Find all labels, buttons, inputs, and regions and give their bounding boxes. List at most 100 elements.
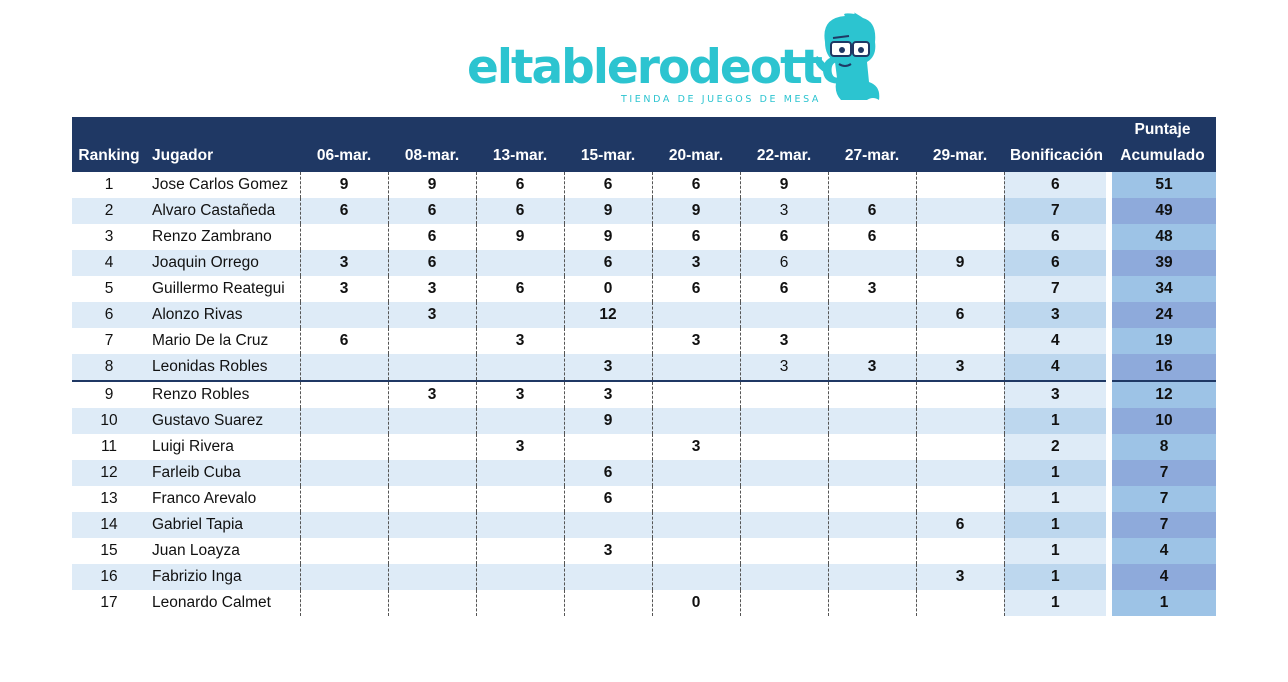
- score-cell: 9: [476, 224, 565, 250]
- score-cell: 6: [916, 512, 1005, 538]
- table-row: 17 Leonardo Calmet 0 1 1: [72, 590, 1216, 616]
- header-date: 22-mar.: [740, 117, 828, 172]
- total-cell: 24: [1106, 302, 1216, 328]
- player-name-cell: Juan Loayza: [152, 542, 240, 559]
- score-cell: [388, 486, 477, 512]
- total-cell: 48: [1106, 224, 1216, 250]
- score-cell: [388, 460, 477, 486]
- score-cell: [652, 354, 741, 382]
- total-cell: 7: [1106, 460, 1216, 486]
- score-cell: 3: [299, 276, 389, 302]
- player-name-cell: Joaquin Orrego: [146, 250, 300, 276]
- table-row: 11 Luigi Rivera 3 3 2 8: [72, 434, 1216, 460]
- score-cell: 6: [299, 198, 389, 224]
- score-cell: [388, 564, 477, 590]
- score-cell: [299, 408, 389, 434]
- score-cell: 9: [564, 224, 653, 250]
- player-name-cell: Luigi Rivera: [152, 438, 234, 455]
- score-cell: [916, 590, 1005, 616]
- score-cell: [299, 590, 389, 616]
- total-cell: 4: [1106, 564, 1216, 590]
- score-cell: [299, 354, 389, 382]
- score-cell: [916, 276, 1005, 302]
- score-cell: [740, 590, 829, 616]
- score-cell: 6: [740, 224, 829, 250]
- bonus-cell: 7: [1004, 198, 1109, 224]
- score-cell: 6: [652, 276, 741, 302]
- score-cell: [828, 302, 917, 328]
- score-cell: [388, 408, 477, 434]
- score-cell: [652, 460, 741, 486]
- score-cell: [476, 354, 565, 382]
- score-cell: [652, 486, 741, 512]
- rank-cell: 16: [72, 564, 146, 590]
- score-cell: [388, 434, 477, 460]
- bonus-cell: 4: [1004, 328, 1109, 354]
- logo-tagline: TIENDA DE JUEGOS DE MESA: [621, 94, 822, 105]
- header-date: 13-mar.: [476, 117, 564, 172]
- player-name-cell: Jose Carlos Gomez: [152, 176, 289, 193]
- player-name-cell: Mario De la Cruz: [152, 332, 269, 349]
- bonus-cell: 1: [1004, 590, 1109, 616]
- score-cell: [916, 460, 1005, 486]
- score-cell: [828, 564, 917, 590]
- score-cell: 6: [388, 250, 477, 276]
- player-name-cell: Alvaro Castañeda: [146, 198, 300, 224]
- header-total-line1: Puntaje: [1134, 121, 1191, 138]
- bonus-cell: 6: [1004, 224, 1109, 250]
- score-cell: [916, 486, 1005, 512]
- total-cell: 16: [1106, 354, 1216, 382]
- rank-cell: 7: [104, 332, 114, 349]
- score-cell: 6: [652, 224, 741, 250]
- score-cell: 6: [388, 198, 477, 224]
- score-cell: [740, 381, 829, 408]
- bonus-cell: 4: [1004, 354, 1109, 382]
- table-row: 14 Gabriel Tapia 6 1 7: [72, 512, 1216, 538]
- score-cell: 0: [652, 590, 741, 616]
- score-cell: [299, 538, 389, 564]
- header-date: 08-mar.: [388, 117, 476, 172]
- ranking-table: Ranking Jugador 06-mar. 08-mar. 13-mar. …: [72, 117, 1216, 616]
- rank-cell: 11: [100, 438, 118, 455]
- score-cell: 3: [652, 434, 741, 460]
- score-cell: [476, 590, 565, 616]
- score-cell: 12: [564, 302, 653, 328]
- total-cell: 7: [1106, 512, 1216, 538]
- score-cell: 9: [916, 250, 1005, 276]
- total-cell: 51: [1106, 172, 1216, 198]
- bonus-cell: 3: [1004, 302, 1109, 328]
- score-cell: 9: [299, 172, 389, 198]
- player-name-cell: Leonardo Calmet: [152, 594, 271, 611]
- score-cell: [828, 250, 917, 276]
- total-cell: 12: [1106, 381, 1216, 408]
- score-cell: [564, 564, 653, 590]
- score-cell: [828, 538, 917, 564]
- score-cell: 3: [564, 538, 653, 564]
- rank-cell: 8: [72, 354, 146, 382]
- score-cell: 6: [828, 224, 917, 250]
- score-cell: [652, 381, 741, 408]
- table-row: 16 Fabrizio Inga 3 1 4: [72, 564, 1216, 590]
- table-row: 1 Jose Carlos Gomez 9 9 6 6 6 9 6 51: [72, 172, 1216, 198]
- score-cell: [916, 408, 1005, 434]
- table-row: 2 Alvaro Castañeda 6 6 6 9 9 3 6 7 49: [72, 198, 1216, 224]
- score-cell: 6: [388, 224, 477, 250]
- table-row: 7 Mario De la Cruz 6 3 3 3 4 19: [72, 328, 1216, 354]
- score-cell: [299, 381, 389, 408]
- score-cell: [476, 538, 565, 564]
- table-row: 8 Leonidas Robles 3 3 3 3 4 16: [72, 354, 1216, 382]
- player-name-cell: Leonidas Robles: [146, 354, 300, 382]
- table-row: 3 Renzo Zambrano 6 9 9 6 6 6 6 48: [72, 224, 1216, 250]
- rank-cell: 4: [72, 250, 146, 276]
- total-cell: 8: [1106, 434, 1216, 460]
- bonus-cell: 6: [1004, 172, 1109, 198]
- score-cell: 3: [916, 564, 1005, 590]
- bonus-cell: 2: [1004, 434, 1109, 460]
- header-total: Puntaje Acumulado: [1109, 117, 1216, 172]
- rank-cell: 6: [72, 302, 146, 328]
- player-name-cell: Renzo Zambrano: [152, 228, 272, 245]
- score-cell: [652, 538, 741, 564]
- score-cell: 3: [652, 250, 741, 276]
- table-header-row: Ranking Jugador 06-mar. 08-mar. 13-mar. …: [72, 117, 1216, 172]
- header-total-line2: Acumulado: [1120, 147, 1205, 164]
